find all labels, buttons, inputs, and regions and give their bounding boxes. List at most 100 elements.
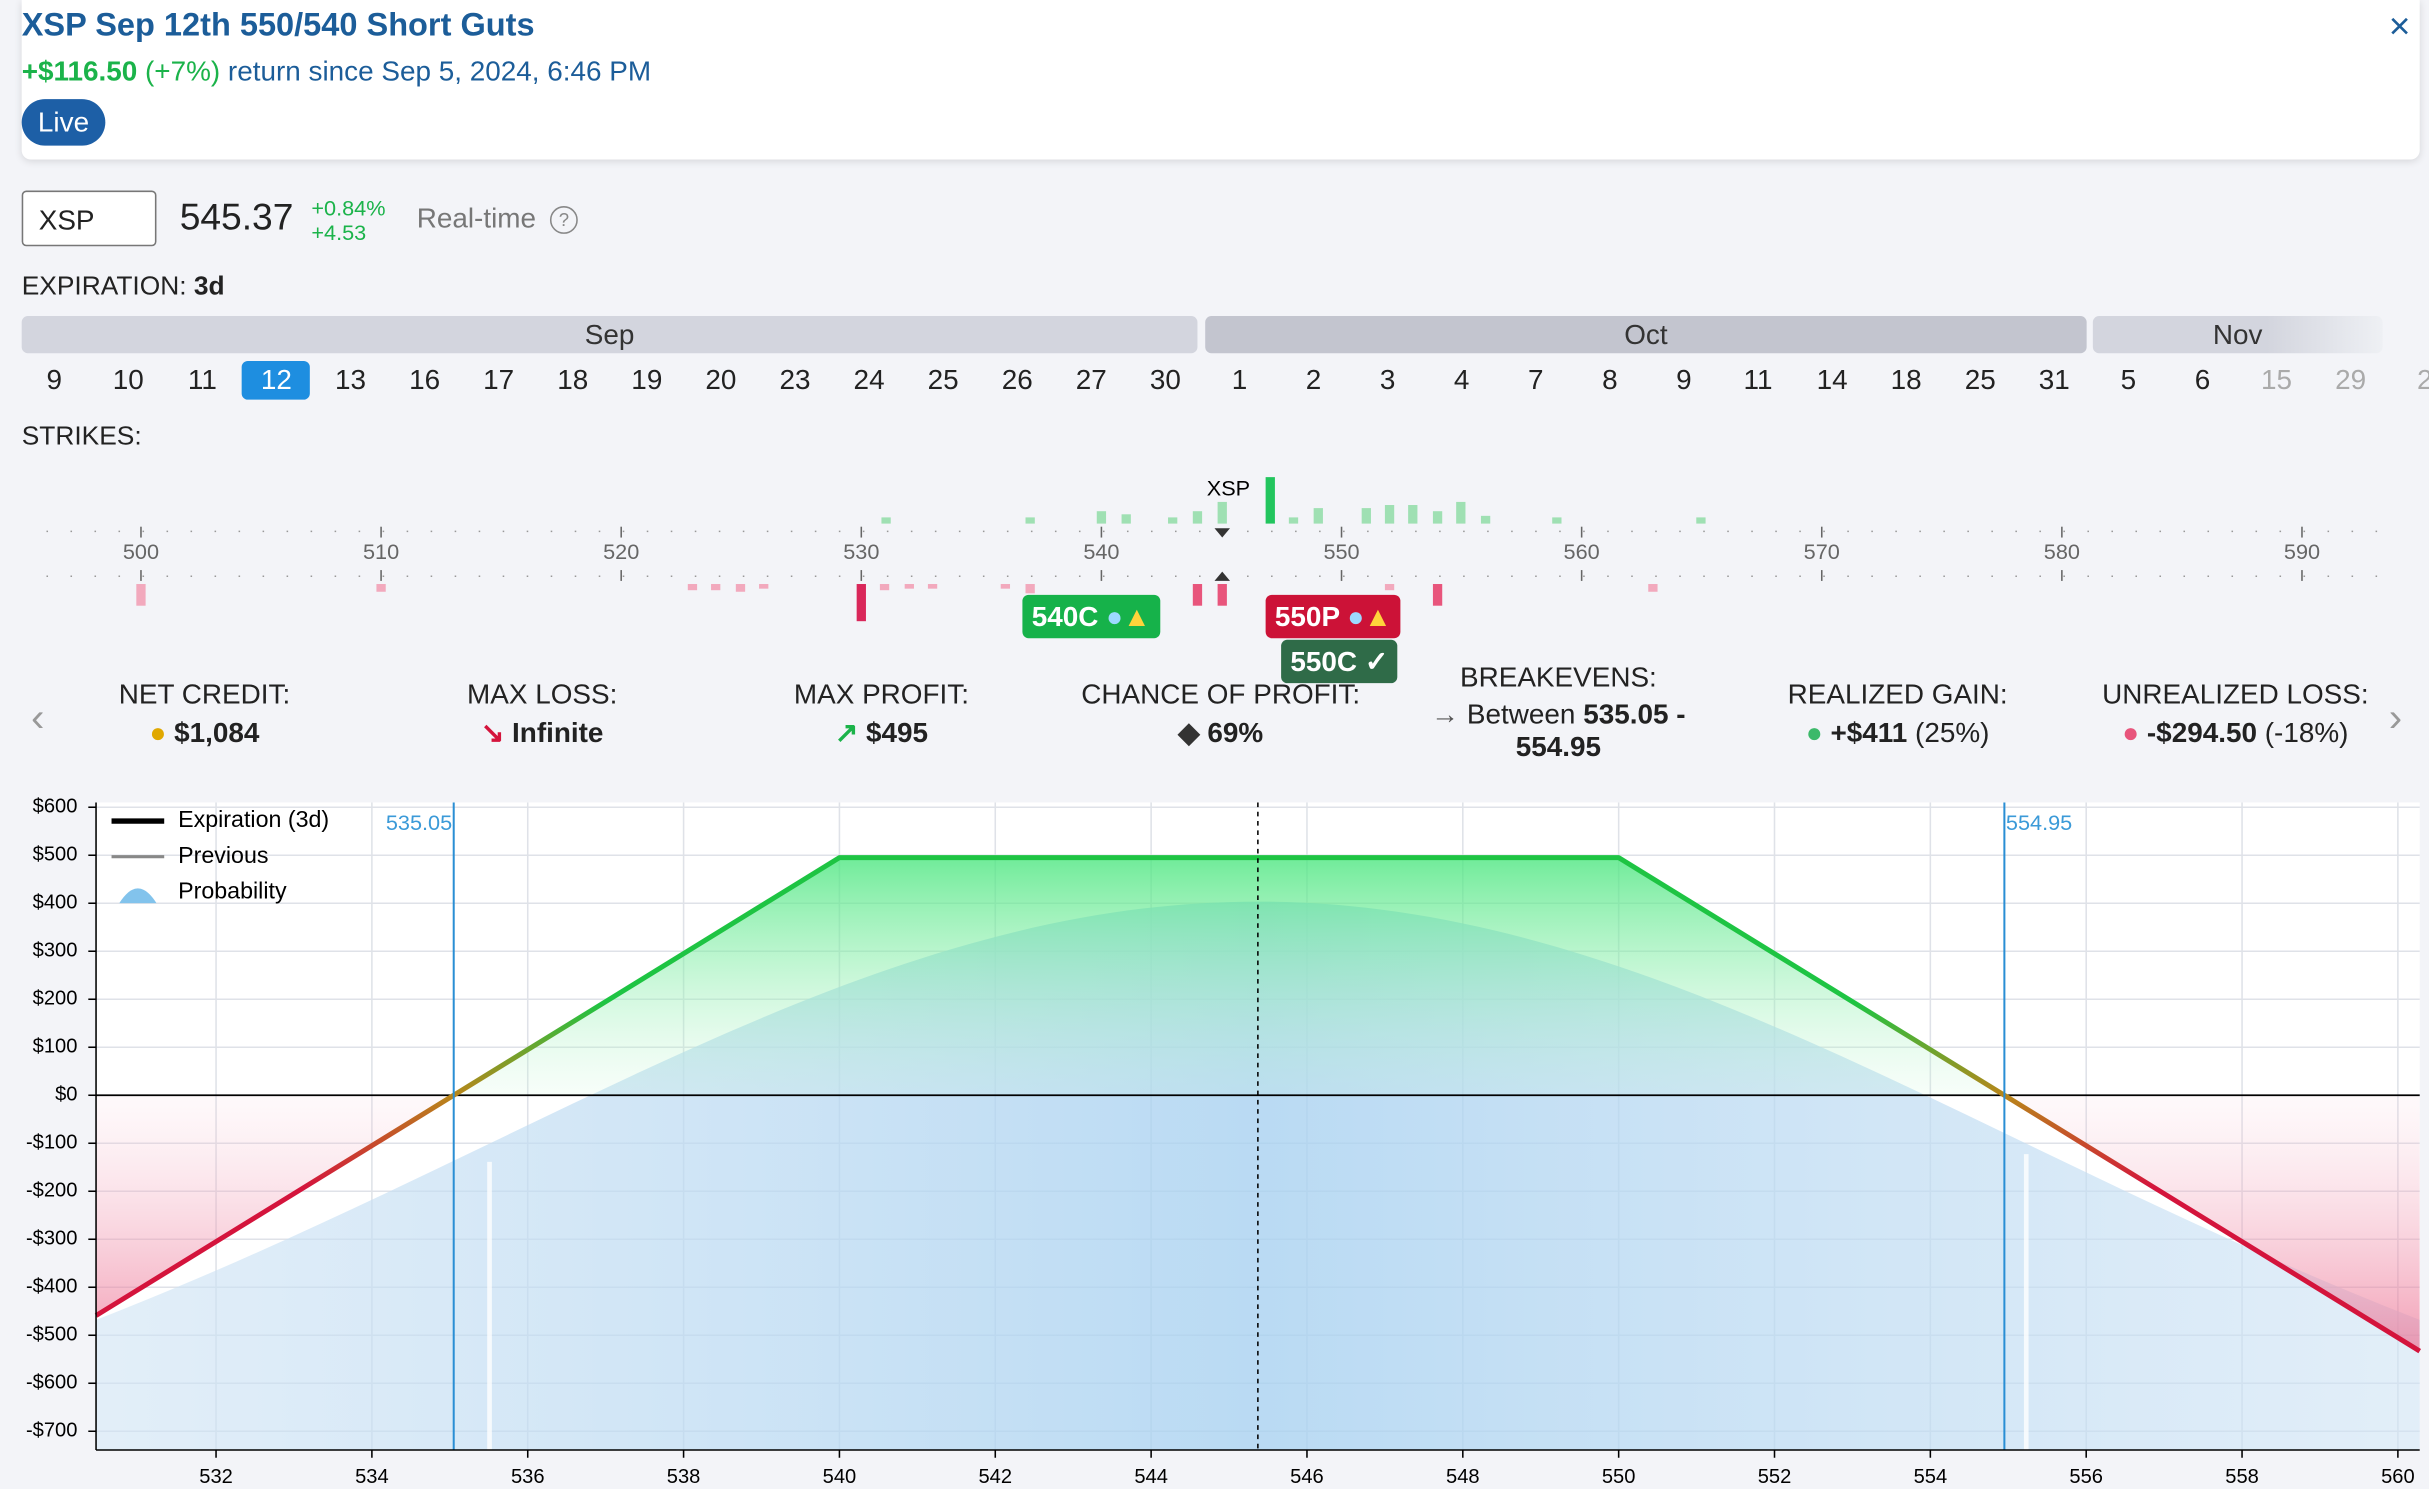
expiration-date[interactable]: 29 bbox=[2335, 364, 2367, 396]
next-button[interactable]: › bbox=[2388, 694, 2403, 741]
stat: NET CREDIT: ● $1,084 bbox=[36, 679, 374, 750]
expiration-date[interactable]: 10 bbox=[112, 364, 144, 396]
x-tick-label: 542 bbox=[978, 1466, 1012, 1488]
leg-text: 540C bbox=[1031, 601, 1099, 633]
strike-label: 560 bbox=[1564, 539, 1600, 564]
stat: UNREALIZED LOSS: ● -$294.50 (-18%) bbox=[2067, 679, 2405, 750]
expiration-date[interactable]: 18 bbox=[557, 364, 589, 396]
stat-value: 535.05 - bbox=[1583, 698, 1686, 730]
expiration-label: EXPIRATION: 3d bbox=[22, 271, 225, 302]
expiration-date[interactable]: 19 bbox=[631, 364, 663, 396]
expiration-date[interactable]: 14 bbox=[1816, 364, 1848, 396]
x-tick-label: 546 bbox=[1290, 1466, 1324, 1488]
stat-value: $495 bbox=[866, 717, 929, 749]
strike-label: 550 bbox=[1323, 539, 1359, 564]
strike-label: 570 bbox=[1804, 539, 1840, 564]
breakeven-label: 535.05 bbox=[386, 810, 452, 835]
stat-value: Infinite bbox=[512, 717, 604, 749]
x-tick-label: 558 bbox=[2225, 1466, 2259, 1488]
stat: REALIZED GAIN: ● +$411 (25%) bbox=[1729, 679, 2067, 750]
expiration-date[interactable]: 4 bbox=[1453, 364, 1470, 396]
spot-marker bbox=[1214, 528, 1230, 538]
expiration-date[interactable]: 26 bbox=[1001, 364, 1033, 396]
expiration-date[interactable]: 23 bbox=[779, 364, 811, 396]
expiration-date[interactable]: 9 bbox=[1676, 364, 1692, 396]
stat: BREAKEVENS: → Between 535.05 -554.95 bbox=[1390, 661, 1728, 763]
expiration-date[interactable]: 11 bbox=[1743, 364, 1773, 396]
quote-mode: Real-time bbox=[416, 202, 537, 234]
strike-label: 500 bbox=[123, 539, 159, 564]
stat: CHANCE OF PROFIT: ◆ 69% bbox=[1052, 679, 1390, 750]
expiration-date[interactable]: 8 bbox=[1602, 364, 1618, 396]
expiration-date[interactable]: 12 bbox=[242, 360, 311, 400]
y-tick-label: -$600 bbox=[26, 1372, 77, 1394]
expiration-date[interactable]: 1 bbox=[1231, 364, 1248, 396]
expiration-date[interactable]: 20 bbox=[705, 364, 737, 396]
x-tick-label: 556 bbox=[2069, 1466, 2103, 1488]
stat: MAX LOSS: ↘ Infinite bbox=[373, 679, 711, 750]
expiration-date[interactable]: 9 bbox=[46, 364, 62, 396]
return-pct: (+7%) bbox=[145, 55, 221, 87]
strike-label: 530 bbox=[843, 539, 879, 564]
expiration-date[interactable]: 30 bbox=[1149, 364, 1181, 396]
expiration-date[interactable]: 6 bbox=[2194, 364, 2211, 396]
position-title: XSP Sep 12th 550/540 Short Guts bbox=[21, 7, 535, 44]
stat-label: REALIZED GAIN: bbox=[1787, 678, 2008, 710]
stat-note: (25%) bbox=[1915, 717, 1990, 749]
help-icon[interactable]: ? bbox=[549, 206, 578, 234]
expiration-date[interactable]: 25 bbox=[1964, 364, 1996, 396]
breakeven-label: 554.95 bbox=[2006, 810, 2072, 835]
leg-badge[interactable]: 550C ✓ bbox=[1281, 639, 1398, 684]
x-tick-label: 552 bbox=[1758, 1466, 1792, 1488]
prev-button[interactable]: ‹ bbox=[30, 694, 45, 741]
x-tick-label: 560 bbox=[2381, 1466, 2415, 1488]
close-button[interactable]: × bbox=[2388, 6, 2411, 49]
expiration-date[interactable]: 7 bbox=[1528, 364, 1544, 396]
y-tick-label: $400 bbox=[33, 892, 78, 914]
stat-value: +$411 bbox=[1830, 717, 1908, 749]
expiration-date[interactable]: 13 bbox=[334, 364, 367, 396]
expiration-date[interactable]: 15 bbox=[2261, 364, 2293, 396]
expiration-date[interactable]: 24 bbox=[853, 364, 885, 396]
x-tick-label: 532 bbox=[199, 1466, 233, 1488]
strikes-label: STRIKES: bbox=[21, 421, 142, 451]
y-tick-label: $200 bbox=[33, 988, 78, 1010]
expiration-date[interactable]: 27 bbox=[1075, 364, 1107, 396]
y-tick-label: $300 bbox=[33, 940, 78, 962]
position-card bbox=[21, 0, 2420, 160]
stat-label: NET CREDIT: bbox=[118, 678, 291, 710]
expiration-date[interactable]: 2 bbox=[2391, 361, 2429, 400]
return-text: return since Sep 5, 2024, 6:46 PM bbox=[227, 55, 652, 87]
return-amount: +$116.50 bbox=[21, 55, 138, 87]
strike-label: 590 bbox=[2284, 539, 2320, 564]
expiration-date[interactable]: 2 bbox=[1305, 364, 1322, 396]
live-badge: Live bbox=[21, 99, 106, 146]
expiration-date[interactable]: 25 bbox=[927, 364, 959, 396]
spot-marker-label: XSP bbox=[1207, 475, 1250, 500]
return-line: +$116.50 (+7%) return since Sep 5, 2024,… bbox=[22, 56, 651, 89]
x-tick-label: 538 bbox=[667, 1466, 701, 1488]
stat-prefix: Between bbox=[1466, 698, 1576, 730]
expiration-date[interactable]: 16 bbox=[409, 364, 441, 396]
expiration-date[interactable]: 31 bbox=[2038, 364, 2070, 396]
expiration-date[interactable]: 5 bbox=[2120, 364, 2137, 396]
expiration-date[interactable]: 11 bbox=[187, 364, 217, 396]
legend-label: Previous bbox=[178, 842, 268, 868]
expiration-value: 3d bbox=[193, 271, 225, 301]
stat-label: CHANCE OF PROFIT: bbox=[1081, 678, 1361, 710]
symbol-input[interactable]: XSP bbox=[21, 190, 157, 247]
y-tick-label: $100 bbox=[33, 1036, 78, 1058]
leg-text: 550P bbox=[1274, 601, 1340, 633]
expiration-date[interactable]: 17 bbox=[483, 364, 515, 396]
strikes-strip: XSP bbox=[46, 475, 2378, 622]
expiration-date[interactable]: 18 bbox=[1890, 364, 1922, 396]
leg-badge[interactable]: 540C ●▲ bbox=[1022, 594, 1160, 639]
leg-badge[interactable]: 550P ●▲ bbox=[1265, 594, 1402, 639]
change-pct: +0.84% bbox=[311, 195, 386, 220]
change: +4.53 bbox=[311, 219, 367, 245]
expiration-date[interactable]: 3 bbox=[1379, 364, 1396, 396]
month: Nov bbox=[2092, 316, 2383, 354]
legend: Expiration (3d) Previous Probability bbox=[111, 806, 329, 903]
stat-label: MAX PROFIT: bbox=[793, 678, 969, 710]
